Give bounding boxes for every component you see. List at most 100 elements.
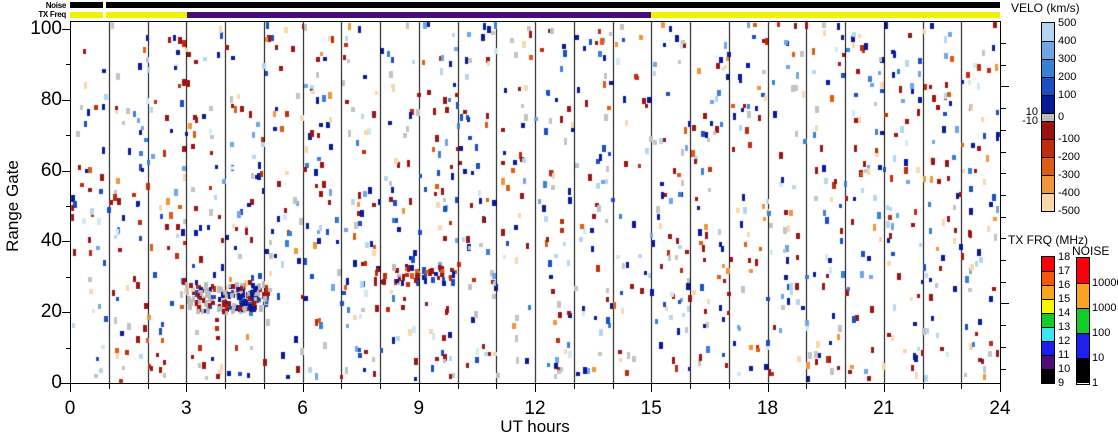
x-tick: [884, 384, 885, 392]
tx-frq-colorbar-label: 14: [1058, 307, 1071, 319]
velocity-ground-upper-label: 10: [1025, 106, 1038, 118]
tx-frq-colorbar-divider: [1041, 355, 1055, 356]
y-tick: [66, 206, 70, 207]
velocity-colorbar-divider: [1041, 41, 1055, 42]
x-tick: [341, 384, 342, 389]
x-tick: [419, 384, 420, 392]
noise-colorbar-segment: [1077, 358, 1089, 383]
x-tick: [458, 384, 459, 389]
y-tick: [62, 100, 70, 101]
noise-colorbar-segment: [1077, 258, 1089, 283]
y-tick: [66, 64, 70, 65]
tx-frq-colorbar-segment: [1042, 257, 1054, 271]
noise-colorbar-label: 10: [1092, 352, 1105, 364]
x-tick: [806, 384, 807, 389]
velocity-colorbar-segment: [1042, 41, 1054, 59]
right-axis-line: [1000, 21, 1001, 388]
tx-frq-colorbar-label: 9: [1058, 377, 1065, 389]
noise-colorbar-label: 1: [1092, 377, 1099, 389]
x-tick: [768, 384, 769, 392]
velocity-colorbar-label: 200: [1058, 71, 1077, 83]
y-tick: [62, 171, 70, 172]
noise-colorbar-segment: [1077, 308, 1089, 333]
tx-frq-colorbar-label: 15: [1058, 293, 1071, 305]
y-tick: [62, 29, 70, 30]
right-axis-tick: [1001, 217, 1006, 218]
x-tick: [496, 384, 497, 389]
top-axis-line: [70, 21, 1001, 22]
tx-frq-colorbar-label: 18: [1058, 251, 1071, 263]
noise-colorbar-divider: [1076, 283, 1090, 284]
right-axis-tick: [1001, 303, 1009, 304]
right-axis-tick: [1001, 347, 1006, 348]
x-tick-label: 3: [180, 398, 192, 419]
velocity-colorbar-divider: [1041, 175, 1055, 176]
x-tick-label: 6: [297, 398, 308, 419]
y-tick-label: 20: [40, 301, 62, 323]
velocity-colorbar-label: -500: [1058, 205, 1081, 217]
noise-colorbar-title: NOISE: [1072, 244, 1110, 258]
velocity-colorbar-label: 300: [1058, 53, 1077, 65]
right-axis-tick: [1001, 108, 1006, 109]
tx-frq-colorbar-segment: [1042, 369, 1054, 383]
tx-frq-colorbar-segment: [1042, 355, 1054, 369]
noise-bar-label: Noise: [45, 1, 67, 10]
noise-colorbar-divider: [1076, 358, 1090, 359]
y-tick-label: 100: [30, 18, 62, 39]
velocity-colorbar-label: 400: [1058, 35, 1077, 47]
velocity-colorbar-label: -400: [1058, 187, 1081, 199]
velocity-colorbar-divider: [1041, 193, 1055, 194]
tx-freq-status-bar-segment: [651, 12, 1000, 18]
tx-frq-colorbar-label: 16: [1058, 279, 1071, 291]
x-tick: [264, 384, 265, 389]
tx-frq-colorbar-segment: [1042, 285, 1054, 299]
x-tick: [225, 384, 226, 389]
tx-freq-bar-label: TX Freq: [38, 10, 66, 19]
y-tick-label: 60: [40, 159, 62, 181]
x-tick: [535, 384, 536, 392]
velocity-colorbar-label: 500: [1058, 17, 1077, 29]
noise-status-bar-segment: [70, 2, 103, 8]
tx-frq-colorbar-divider: [1041, 285, 1055, 286]
tx-frq-colorbar-frame: [1041, 256, 1055, 384]
x-tick: [148, 384, 149, 389]
velocity-colorbar-segment: [1042, 175, 1054, 193]
right-axis-tick: [1001, 369, 1006, 370]
velocity-colorbar-label: -100: [1058, 133, 1081, 145]
x-axis-title: UT hours: [500, 417, 570, 435]
velocity-colorbar-divider: [1041, 157, 1055, 158]
tx-freq-status-bar-segment: [105, 12, 188, 18]
right-axis-tick: [1001, 238, 1006, 239]
noise-colorbar-label: 1000: [1092, 302, 1117, 314]
x-tick: [70, 384, 71, 392]
x-tick: [186, 384, 187, 392]
right-axis-tick: [1001, 65, 1006, 66]
velocity-colorbar-segment: [1042, 95, 1054, 113]
right-axis-tick: [1001, 173, 1006, 174]
noise-colorbar-label: 100: [1092, 327, 1111, 339]
tx-frq-colorbar-segment: [1042, 299, 1054, 313]
velocity-colorbar-frame: [1041, 22, 1055, 212]
tx-frq-colorbar-segment: [1042, 341, 1054, 355]
velocity-colorbar-divider: [1041, 59, 1055, 60]
velocity-colorbar-segment: [1042, 59, 1054, 77]
x-tick: [845, 384, 846, 389]
x-tick: [380, 384, 381, 389]
x-tick: [923, 384, 924, 389]
velocity-colorbar-segment: [1042, 121, 1054, 139]
velocity-colorbar-divider: [1041, 95, 1055, 96]
y-tick: [62, 383, 70, 384]
tx-frq-colorbar-segment: [1042, 271, 1054, 285]
y-tick-label: 80: [40, 88, 62, 110]
velocity-colorbar-segment: [1042, 193, 1054, 211]
tx-frq-colorbar-divider: [1041, 369, 1055, 370]
x-tick-label: 21: [873, 398, 895, 419]
tx-frq-colorbar-divider: [1041, 271, 1055, 272]
tx-frq-colorbar-segment: [1042, 313, 1054, 327]
x-tick: [729, 384, 730, 389]
tx-freq-status-bar-segment: [187, 12, 652, 18]
y-tick: [66, 277, 70, 278]
tx-frq-colorbar-divider: [1041, 327, 1055, 328]
noise-colorbar-segment: [1077, 333, 1089, 358]
